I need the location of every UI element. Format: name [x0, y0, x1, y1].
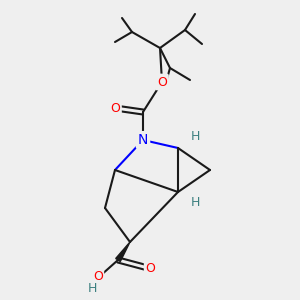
Text: O: O — [93, 271, 103, 284]
Text: O: O — [157, 76, 167, 88]
Text: O: O — [145, 262, 155, 275]
Text: O: O — [110, 101, 120, 115]
Text: H: H — [190, 196, 200, 208]
Text: H: H — [190, 130, 200, 142]
Text: H: H — [87, 281, 97, 295]
Polygon shape — [116, 242, 130, 262]
Text: N: N — [138, 133, 148, 147]
